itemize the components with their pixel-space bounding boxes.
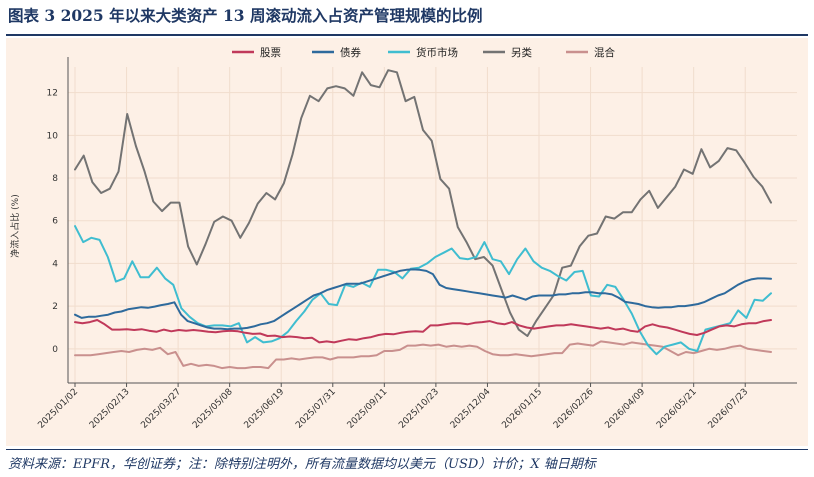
legend-label-另类: 另类 <box>511 46 532 59</box>
series-line-债券 <box>74 268 772 331</box>
y-tick-label: 8 <box>52 174 58 184</box>
legend-label-债券: 债券 <box>340 46 361 59</box>
legend-label-货币市场: 货币市场 <box>416 46 458 59</box>
y-tick-label: 2 <box>52 302 58 312</box>
chart-legend: 股票 债券 货币市场 另类 混合 <box>232 46 615 59</box>
y-tick-label: 0 <box>52 345 58 355</box>
series-line-货币市场 <box>74 225 772 356</box>
chart-series <box>74 69 772 370</box>
chart-grid <box>68 67 797 383</box>
title-divider <box>6 34 808 36</box>
source-note: 资料来源：EPFR，华创证券；注：除特别注明外，所有流量数据均以美元（USD）计… <box>8 457 596 472</box>
y-tick-label: 6 <box>52 217 58 227</box>
y-axis-label: 净流入占比 (%) <box>9 194 21 257</box>
legend-label-混合: 混合 <box>594 46 615 59</box>
series-line-另类 <box>74 69 772 337</box>
page-title: 图表 3 2025 年以来大类资产 13 周滚动流入占资产管理规模的比例 <box>8 6 483 25</box>
y-tick-label: 10 <box>47 131 59 141</box>
series-line-混合 <box>74 340 772 370</box>
legend-label-股票: 股票 <box>260 47 281 59</box>
source-divider <box>6 449 808 450</box>
y-tick-label: 4 <box>52 259 58 269</box>
y-tick-label: 12 <box>47 89 58 99</box>
series-line-股票 <box>74 319 772 344</box>
chart-background <box>6 38 808 446</box>
